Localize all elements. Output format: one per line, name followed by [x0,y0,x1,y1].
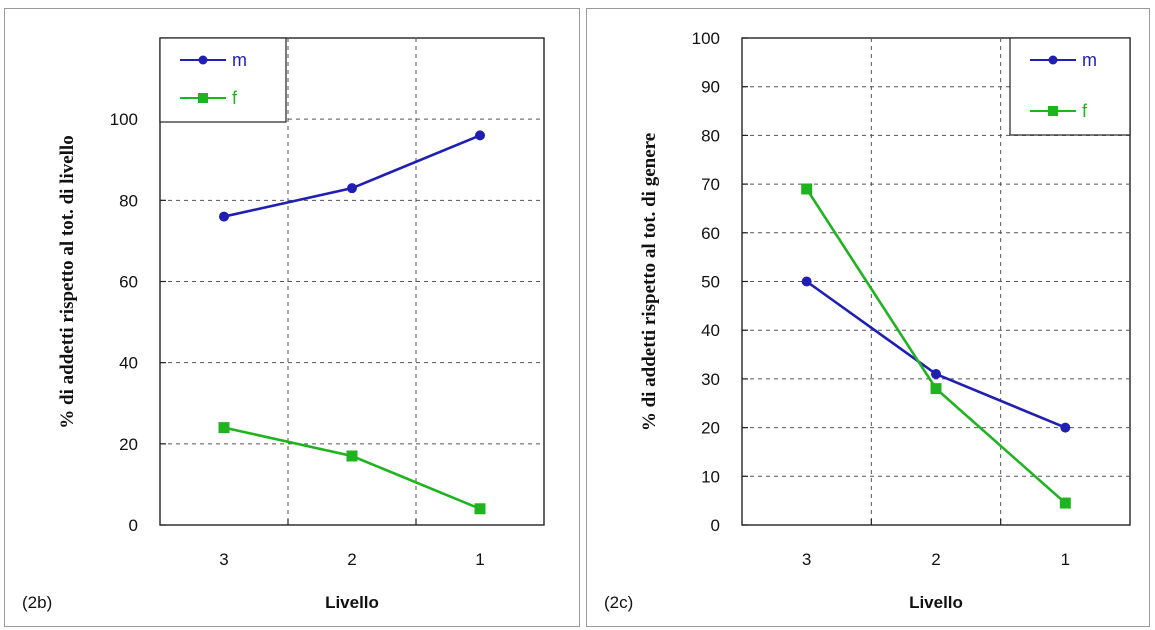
x-tick-label: 1 [1061,550,1070,569]
y-tick-label: 20 [119,435,138,454]
y-tick-label: 10 [701,467,720,486]
data-point-f [930,383,942,395]
x-axis-title: Livello [325,593,379,612]
data-point-f [474,503,486,515]
legend: mf [159,37,287,123]
y-tick-label: 0 [129,516,138,535]
panel-tag: (2c) [604,593,633,612]
y-tick-label: 40 [119,354,138,373]
legend-marker-f [198,93,208,103]
legend-label-m: m [232,50,247,70]
legend-label-f: f [232,88,238,108]
x-axis-title: Livello [909,593,963,612]
legend-marker-m [198,55,208,65]
legend: mf [1009,37,1131,136]
y-tick-label: 80 [119,191,138,210]
x-tick-label: 3 [802,550,811,569]
legend-box [159,37,287,123]
data-point-f [1059,497,1071,509]
x-tick-label: 2 [347,550,356,569]
legend-marker-f [1048,106,1058,116]
data-point-m [1060,422,1071,433]
data-point-f [218,422,230,434]
y-tick-label: 100 [692,29,720,48]
y-tick-label: 60 [701,224,720,243]
data-point-m [347,183,357,194]
x-tick-label: 3 [219,550,228,569]
chart-panel-2c: 0 10 20 30 40 50 60 70 80 90 100 3 2 1 Livello % di add… [604,29,1131,612]
y-tick-label: 40 [701,321,720,340]
y-tick-label: 30 [701,370,720,389]
y-tick-label: 90 [701,78,720,97]
x-tick-label: 1 [475,550,484,569]
legend-box [1009,37,1131,136]
data-point-m [801,276,812,287]
data-point-m [219,211,229,222]
data-point-m [475,130,485,141]
y-tick-label: 20 [701,419,720,438]
legend-label-m: m [1082,50,1097,70]
y-tick-label: 50 [701,273,720,292]
data-point-m [931,369,941,380]
y-tick-label: 80 [701,126,720,145]
y-axis-title: % di addetti rispetto al tot. di livello [57,135,78,428]
legend-marker-m [1048,55,1058,65]
legend-label-f: f [1082,101,1088,121]
data-point-f [346,450,358,462]
y-axis-title: % di addetti rispetto al tot. di genere [639,133,660,431]
x-tick-label: 2 [931,550,940,569]
y-tick-label: 0 [711,516,720,535]
y-tick-label: 100 [110,110,138,129]
y-tick-label: 70 [701,175,720,194]
data-point-f [801,183,813,195]
panel-tag: (2b) [22,593,52,612]
y-tick-label: 60 [119,273,138,292]
chart-panel-2b: 0 20 40 60 80 100 3 2 1 Livello % di addetti rispe… [22,37,545,612]
